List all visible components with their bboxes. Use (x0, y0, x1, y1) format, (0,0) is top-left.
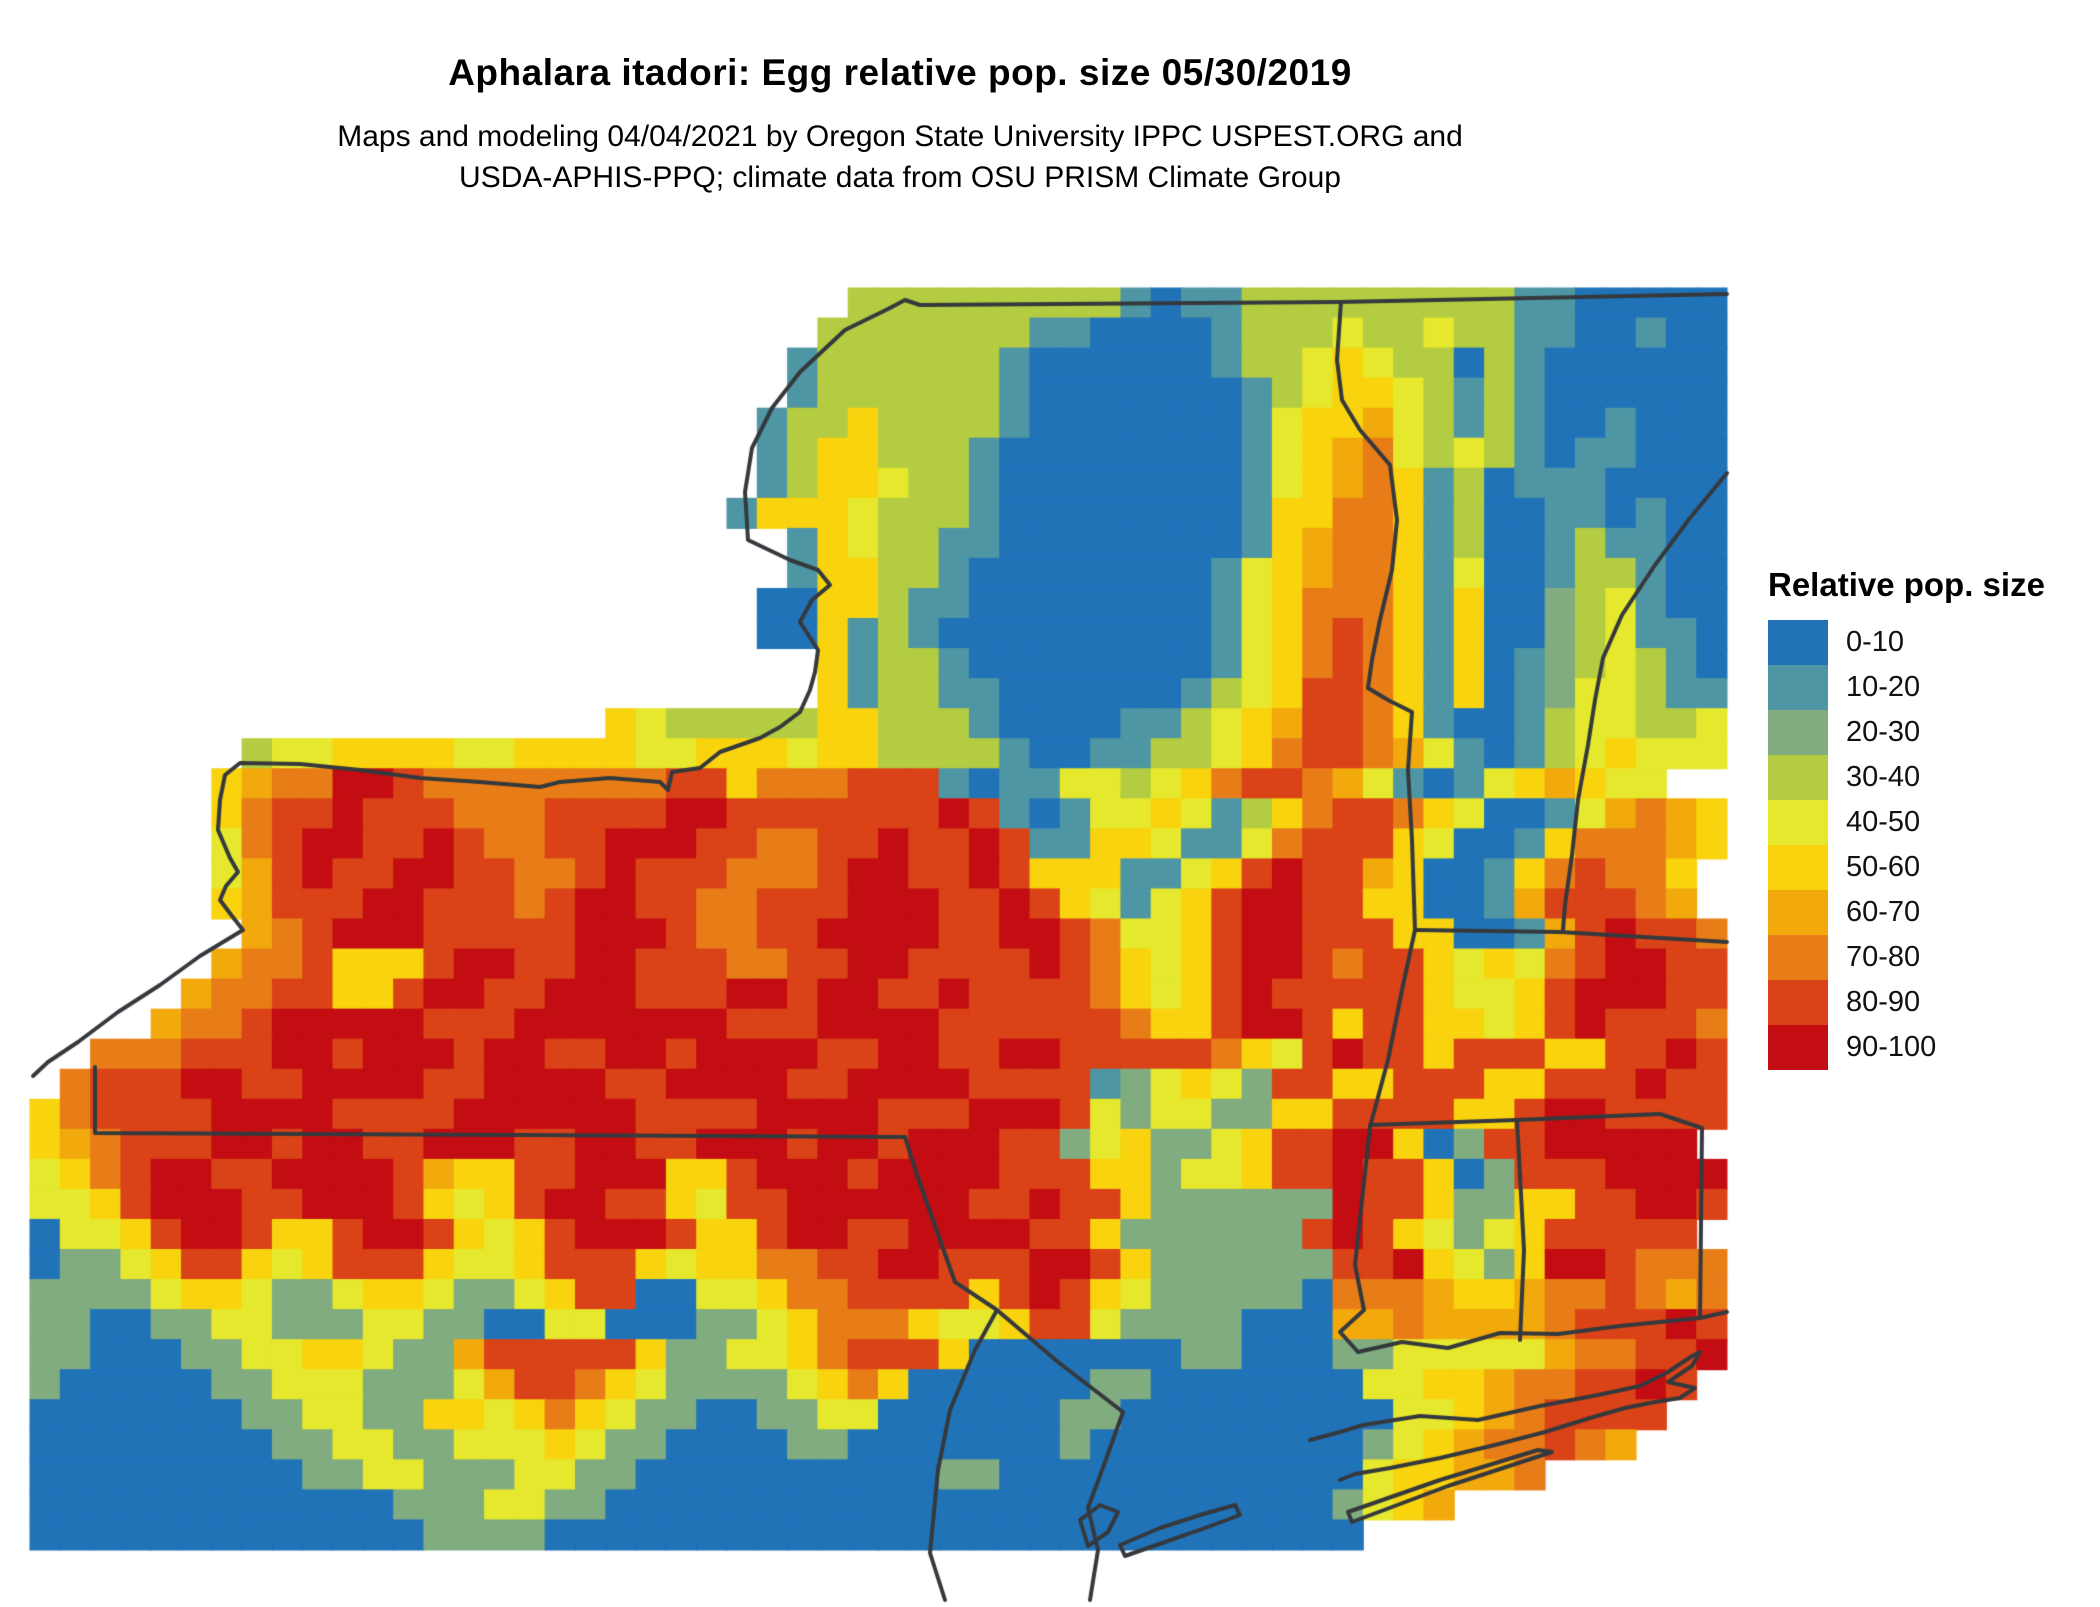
legend-swatch (1768, 845, 1828, 890)
legend-label: 80-90 (1846, 986, 1921, 1018)
subtitle-line-1: Maps and modeling 04/04/2021 by Oregon S… (337, 120, 1463, 153)
legend-swatch (1768, 980, 1828, 1025)
legend-label: 50-60 (1846, 851, 1921, 883)
legend-item-80-90: 80-90 (1768, 980, 2045, 1025)
legend-label: 70-80 (1846, 941, 1921, 973)
legend-item-20-30: 20-30 (1768, 710, 2045, 755)
legend-label: 90-100 (1846, 1031, 1937, 1063)
legend-swatch (1768, 800, 1828, 845)
legend-swatch (1768, 710, 1828, 755)
legend-swatch (1768, 665, 1828, 710)
page-title: Aphalara itadori: Egg relative pop. size… (448, 52, 1352, 93)
legend-item-50-60: 50-60 (1768, 845, 2045, 890)
legend-title: Relative pop. size (1768, 566, 2045, 603)
header: Aphalara itadori: Egg relative pop. size… (0, 52, 1800, 198)
legend-label: 40-50 (1846, 806, 1921, 838)
subtitle-line-2: USDA-APHIS-PPQ; climate data from OSU PR… (459, 161, 1341, 194)
legend-label: 10-20 (1846, 671, 1921, 703)
legend-item-60-70: 60-70 (1768, 890, 2045, 935)
legend-item-70-80: 70-80 (1768, 935, 2045, 980)
legend-items: 0-10 10-20 20-30 30-40 40-50 50-60 60-70 70-80 8… (1768, 620, 2045, 1070)
legend-label: 20-30 (1846, 716, 1921, 748)
legend-swatch (1768, 890, 1828, 935)
legend-swatch (1768, 1025, 1828, 1070)
legend-swatch (1768, 620, 1828, 665)
legend-label: 60-70 (1846, 896, 1921, 928)
legend: Relative pop. size 0-10 10-20 20-30 30-40 40… (1768, 566, 2045, 1070)
legend-item-30-40: 30-40 (1768, 755, 2045, 800)
legend-item-0-10: 0-10 (1768, 620, 2045, 665)
page-subtitle: Maps and modeling 04/04/2021 by Oregon S… (0, 116, 1800, 198)
legend-item-40-50: 40-50 (1768, 800, 2045, 845)
legend-label: 0-10 (1846, 626, 1905, 658)
legend-swatch (1768, 935, 1828, 980)
legend-swatch (1768, 755, 1828, 800)
legend-item-90-100: 90-100 (1768, 1025, 2045, 1070)
legend-label: 30-40 (1846, 761, 1921, 793)
legend-item-10-20: 10-20 (1768, 665, 2045, 710)
